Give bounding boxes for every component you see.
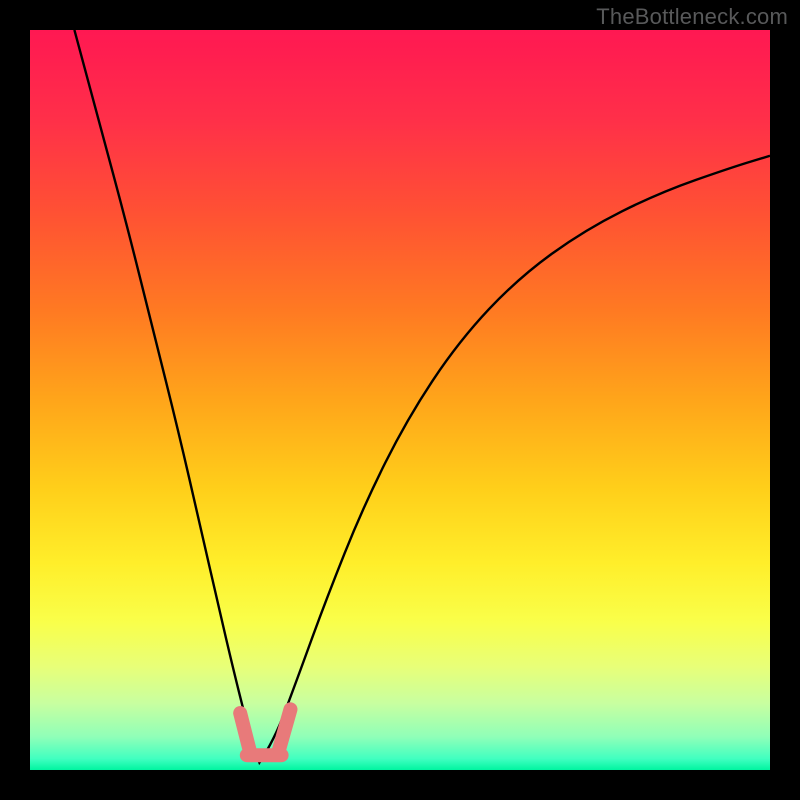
chart-svg <box>30 30 770 770</box>
chart-background-gradient <box>30 30 770 770</box>
chart-plot-area <box>30 30 770 770</box>
watermark-text: TheBottleneck.com <box>596 4 788 30</box>
